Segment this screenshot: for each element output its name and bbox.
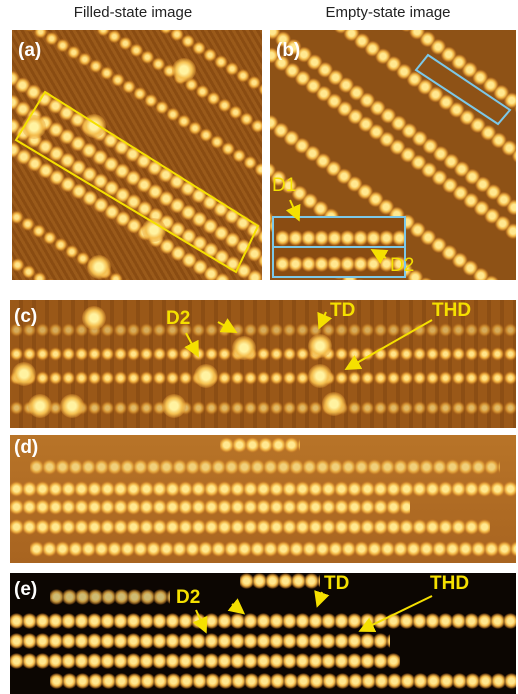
figure: {"header": {"filled": "Filled-state imag… (0, 0, 518, 694)
panel-label: (d) (14, 437, 38, 459)
annotation: D2 (166, 308, 190, 330)
annotation: D2 (176, 587, 200, 609)
panel-label: (e) (14, 579, 37, 601)
annotation: TD (324, 573, 349, 595)
annotation: D1 (272, 175, 296, 197)
column-header: Filled-state image (8, 4, 258, 21)
panel-label: (c) (14, 306, 37, 328)
annotation: THD (430, 573, 469, 595)
column-header: Empty-state image (263, 4, 513, 21)
stm-image: (c) D2 TD THD (10, 300, 516, 428)
annotation: D2 (390, 255, 414, 277)
annotation: THD (432, 300, 471, 322)
stm-image: (b) D1 D2 (270, 30, 516, 280)
panel-label: (a) (18, 40, 41, 62)
panel-label: (b) (276, 40, 300, 62)
stm-image: (d) (10, 435, 516, 563)
stm-image: (e) D2 TD THD (10, 573, 516, 694)
annotation: TD (330, 300, 355, 322)
stm-image: (a) (12, 30, 262, 280)
